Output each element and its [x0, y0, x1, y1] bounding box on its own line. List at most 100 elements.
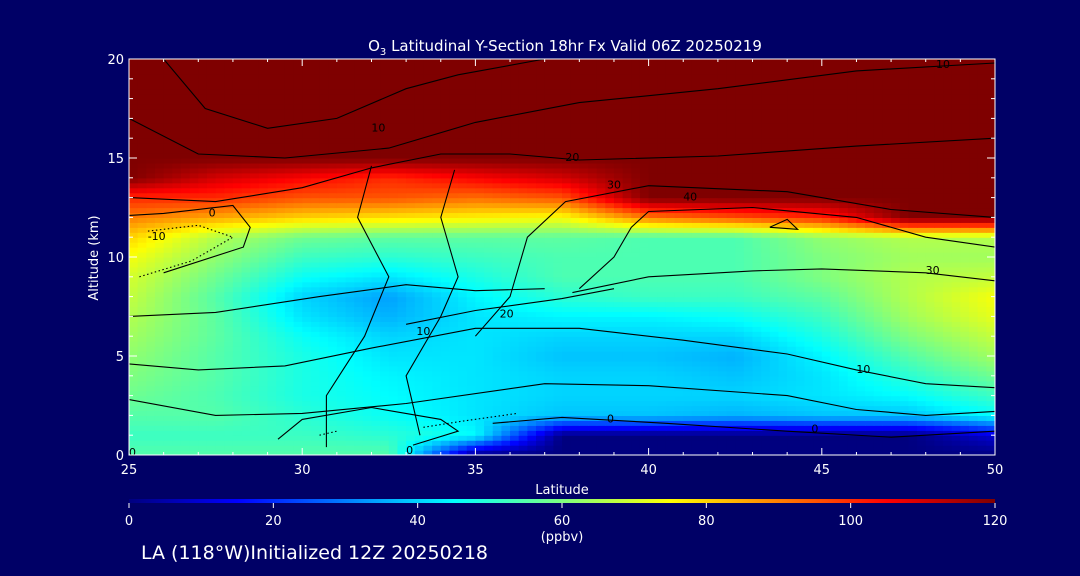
heatmap-cell — [388, 395, 399, 402]
heatmap-cell — [354, 360, 364, 367]
heatmap-cell — [258, 356, 269, 362]
heatmap-cell — [596, 450, 606, 455]
heatmap-cell — [518, 351, 528, 357]
heatmap-cell — [622, 301, 632, 308]
heatmap-cell — [839, 207, 849, 214]
heatmap-cell — [839, 430, 849, 436]
heatmap-cell — [787, 281, 797, 288]
heatmap-cell — [154, 385, 165, 392]
heatmap-cell — [691, 291, 702, 298]
heatmap-cell — [579, 400, 589, 407]
heatmap-cell — [198, 306, 208, 313]
heatmap-cell — [328, 425, 338, 431]
heatmap-cell — [847, 370, 858, 377]
heatmap-cell — [258, 360, 269, 367]
heatmap-cell — [293, 301, 303, 308]
heatmap-cell — [899, 425, 909, 431]
heatmap-cell — [596, 326, 606, 332]
heatmap-cell — [891, 227, 901, 233]
heatmap-cell — [761, 346, 771, 352]
heatmap-cell — [206, 390, 217, 397]
heatmap-cell — [501, 271, 511, 278]
heatmap-cell — [752, 222, 762, 228]
heatmap-cell — [752, 380, 762, 387]
heatmap-cell — [787, 420, 797, 426]
heatmap-cell — [830, 390, 840, 397]
heatmap-cell — [449, 296, 459, 303]
heatmap-cell — [380, 212, 390, 218]
heatmap-cell — [154, 321, 165, 327]
heatmap-cell — [501, 435, 511, 441]
heatmap-cell — [934, 311, 944, 317]
heatmap-cell — [769, 232, 780, 238]
heatmap-cell — [397, 326, 407, 332]
heatmap-cell — [977, 247, 987, 253]
heatmap-cell — [129, 405, 139, 412]
heatmap-cell — [639, 301, 650, 308]
heatmap-cell — [215, 212, 225, 218]
heatmap-cell — [769, 440, 780, 446]
heatmap-cell — [717, 291, 728, 298]
heatmap-cell — [813, 247, 823, 253]
heatmap-cell — [154, 296, 165, 303]
heatmap-cell — [293, 316, 303, 322]
heatmap-cell — [328, 247, 338, 253]
heatmap-cell — [726, 301, 736, 308]
heatmap-cell — [380, 222, 390, 228]
heatmap-cell — [414, 286, 425, 293]
heatmap-cell — [129, 360, 139, 367]
heatmap-cell — [189, 271, 199, 278]
heatmap-cell — [709, 405, 719, 412]
heatmap-cell — [969, 316, 979, 322]
heatmap-cell — [189, 360, 199, 367]
heatmap-cell — [250, 445, 260, 451]
heatmap-cell — [458, 301, 468, 308]
heatmap-cell — [371, 336, 381, 342]
heatmap-cell — [492, 445, 502, 451]
heatmap-cell — [865, 306, 875, 313]
heatmap-cell — [847, 375, 858, 382]
heatmap-cell — [224, 261, 234, 268]
heatmap-cell — [328, 415, 338, 421]
heatmap-cell — [691, 400, 702, 407]
heatmap-cell — [761, 207, 771, 214]
heatmap-cell — [951, 380, 961, 387]
heatmap-cell — [163, 336, 173, 342]
heatmap-cell — [657, 316, 667, 322]
heatmap-cell — [657, 311, 667, 317]
heatmap-cell — [830, 341, 840, 347]
heatmap-cell — [683, 276, 693, 283]
heatmap-cell — [345, 252, 355, 258]
heatmap-cell — [466, 271, 476, 278]
heatmap-cell — [484, 286, 494, 293]
heatmap-cell — [726, 247, 736, 253]
heatmap-cell — [423, 261, 433, 268]
heatmap-cell — [665, 217, 676, 223]
heatmap-cell — [691, 440, 702, 446]
heatmap-cell — [787, 227, 797, 233]
heatmap-cell — [925, 370, 935, 377]
heatmap-cell — [544, 336, 554, 342]
heatmap-cell — [553, 232, 563, 238]
heatmap-cell — [934, 281, 944, 288]
heatmap-cell — [917, 266, 927, 273]
heatmap-cell — [414, 445, 425, 451]
heatmap-cell — [258, 271, 269, 278]
heatmap-cell — [371, 326, 381, 332]
heatmap-cell — [925, 331, 935, 337]
heatmap-cell — [302, 266, 312, 273]
heatmap-cell — [960, 321, 970, 327]
heatmap-cell — [180, 276, 191, 283]
heatmap-cell — [466, 217, 476, 223]
heatmap-cell — [510, 227, 520, 233]
heatmap-cell — [302, 296, 312, 303]
heatmap-cell — [553, 430, 563, 436]
heatmap-cell — [761, 410, 771, 416]
heatmap-cell — [206, 351, 217, 357]
heatmap-cell — [146, 252, 156, 258]
heatmap-cell — [302, 232, 312, 238]
heatmap-cell — [293, 207, 303, 214]
heatmap-cell — [613, 440, 624, 446]
heatmap-cell — [717, 390, 728, 397]
heatmap-cell — [527, 301, 537, 308]
